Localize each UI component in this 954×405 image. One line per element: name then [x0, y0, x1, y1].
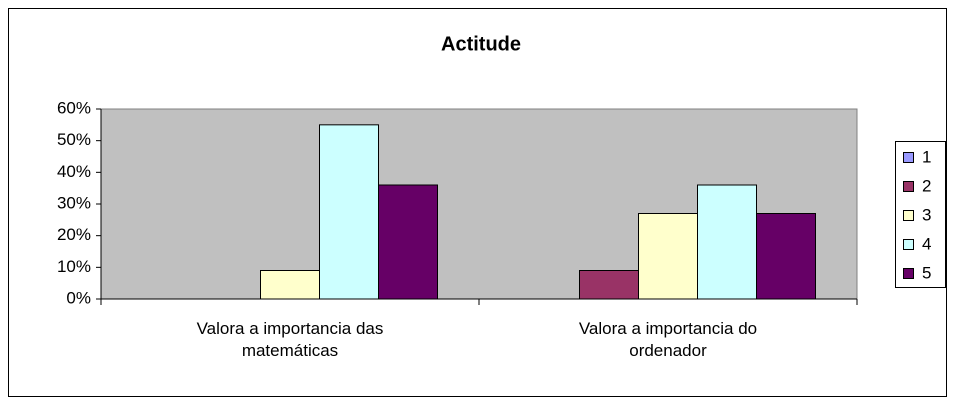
legend-swatch: [903, 210, 914, 221]
bar: [319, 124, 379, 300]
legend-swatch: [903, 239, 914, 250]
x-tick-label: Valora a importancia das matemáticas: [196, 319, 384, 360]
bar: [697, 184, 757, 300]
bar: [638, 213, 698, 300]
chart-title: Actitude: [441, 33, 521, 55]
y-tick-label: 20%: [57, 225, 91, 244]
legend-label: 2: [922, 176, 931, 195]
legend-label: 1: [922, 147, 931, 166]
legend-label: 4: [922, 234, 931, 253]
bar: [378, 184, 438, 300]
bar: [260, 270, 320, 300]
y-tick-label: 40%: [57, 162, 91, 181]
legend-label: 3: [922, 205, 931, 224]
y-tick-label: 50%: [57, 130, 91, 149]
y-tick-label: 30%: [57, 193, 91, 212]
y-tick-label: 10%: [57, 257, 91, 276]
y-tick-label: 0%: [66, 288, 91, 307]
bar: [756, 213, 816, 300]
legend-swatch: [903, 268, 914, 279]
legend-swatch: [903, 181, 914, 192]
y-tick-label: 60%: [57, 98, 91, 117]
bar: [579, 270, 639, 300]
x-tick-label: Valora a importancia do ordenador: [578, 319, 758, 360]
legend-swatch: [903, 152, 914, 163]
legend-label: 5: [922, 263, 931, 282]
